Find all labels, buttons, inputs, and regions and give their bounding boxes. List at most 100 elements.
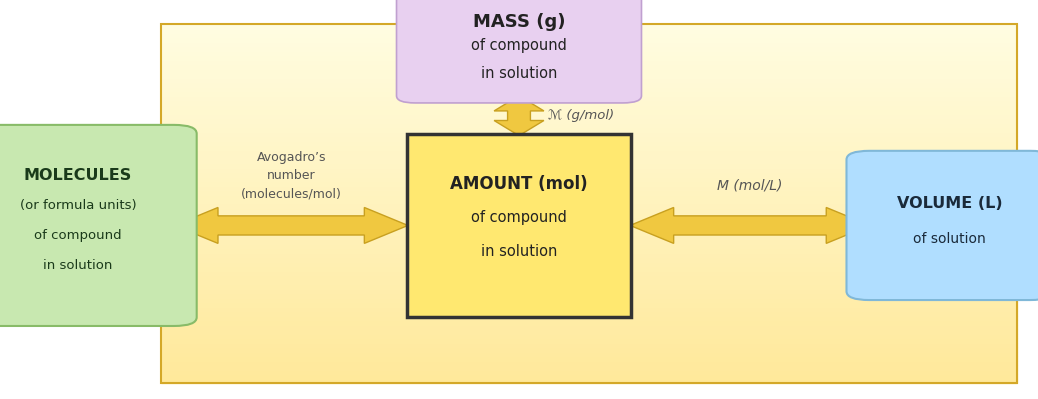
Bar: [161, 284, 1017, 289]
Bar: [161, 199, 1017, 203]
Bar: [161, 329, 1017, 334]
Bar: [161, 334, 1017, 338]
Bar: [161, 298, 1017, 302]
Bar: [161, 163, 1017, 168]
Bar: [161, 145, 1017, 150]
Bar: [161, 293, 1017, 298]
Bar: [161, 109, 1017, 114]
Bar: [161, 208, 1017, 212]
Bar: [161, 33, 1017, 38]
Bar: [161, 55, 1017, 60]
Bar: [161, 100, 1017, 105]
Bar: [161, 78, 1017, 82]
Bar: [161, 190, 1017, 194]
Bar: [161, 217, 1017, 221]
Text: of compound: of compound: [471, 210, 567, 225]
Bar: [161, 105, 1017, 109]
Bar: [407, 134, 631, 317]
Bar: [161, 320, 1017, 325]
Bar: [161, 352, 1017, 356]
FancyBboxPatch shape: [847, 151, 1038, 300]
Bar: [161, 118, 1017, 123]
Bar: [161, 136, 1017, 141]
Bar: [161, 338, 1017, 343]
Bar: [161, 60, 1017, 64]
Bar: [161, 248, 1017, 253]
Bar: [161, 91, 1017, 96]
Bar: [161, 271, 1017, 275]
Bar: [161, 195, 1017, 199]
Text: in solution: in solution: [44, 259, 112, 272]
Bar: [161, 257, 1017, 262]
Bar: [161, 150, 1017, 154]
Polygon shape: [174, 207, 408, 243]
Text: VOLUME (L): VOLUME (L): [897, 196, 1003, 211]
Bar: [161, 158, 1017, 163]
Text: M (mol/L): M (mol/L): [717, 178, 783, 193]
Bar: [161, 316, 1017, 320]
Bar: [161, 262, 1017, 267]
Text: of solution: of solution: [913, 232, 986, 247]
Bar: [161, 244, 1017, 248]
Bar: [161, 24, 1017, 28]
Bar: [161, 38, 1017, 42]
Bar: [161, 280, 1017, 284]
Text: ℳ (g/mol): ℳ (g/mol): [548, 109, 614, 122]
Bar: [161, 361, 1017, 365]
Bar: [161, 379, 1017, 383]
Bar: [161, 347, 1017, 352]
Bar: [161, 307, 1017, 311]
Bar: [161, 253, 1017, 257]
Bar: [161, 186, 1017, 190]
Bar: [161, 231, 1017, 235]
FancyBboxPatch shape: [0, 125, 196, 326]
Polygon shape: [630, 207, 870, 243]
Bar: [161, 127, 1017, 132]
Bar: [161, 343, 1017, 347]
Bar: [161, 73, 1017, 78]
Bar: [161, 235, 1017, 239]
Text: AMOUNT (mol): AMOUNT (mol): [450, 174, 588, 193]
Bar: [161, 168, 1017, 172]
Text: in solution: in solution: [481, 66, 557, 81]
Text: of compound: of compound: [34, 229, 121, 242]
Text: MOLECULES: MOLECULES: [24, 168, 132, 183]
Bar: [161, 203, 1017, 208]
Text: in solution: in solution: [481, 244, 557, 259]
Bar: [161, 369, 1017, 374]
FancyBboxPatch shape: [397, 0, 641, 103]
Bar: [161, 176, 1017, 181]
Text: MASS (g): MASS (g): [472, 13, 566, 31]
Bar: [161, 96, 1017, 100]
Bar: [161, 275, 1017, 280]
Bar: [161, 141, 1017, 145]
Bar: [161, 325, 1017, 329]
Bar: [161, 64, 1017, 69]
Bar: [161, 51, 1017, 55]
Bar: [161, 172, 1017, 176]
Bar: [161, 302, 1017, 307]
Bar: [161, 226, 1017, 231]
Bar: [161, 132, 1017, 136]
Bar: [161, 311, 1017, 316]
Bar: [161, 213, 1017, 217]
Text: (or formula units): (or formula units): [20, 199, 136, 212]
Bar: [161, 181, 1017, 186]
Bar: [161, 239, 1017, 244]
Text: of compound: of compound: [471, 38, 567, 53]
Bar: [161, 28, 1017, 33]
Bar: [161, 221, 1017, 226]
Bar: [161, 267, 1017, 271]
Bar: [161, 374, 1017, 379]
Bar: [161, 46, 1017, 51]
Bar: [161, 289, 1017, 293]
Bar: [161, 365, 1017, 369]
Bar: [161, 154, 1017, 158]
Text: Avogadro’s
number
(molecules/mol): Avogadro’s number (molecules/mol): [241, 151, 342, 200]
Polygon shape: [494, 96, 544, 136]
Bar: [161, 82, 1017, 87]
Bar: [161, 42, 1017, 46]
Bar: [161, 356, 1017, 361]
Bar: [161, 114, 1017, 118]
Bar: [161, 87, 1017, 91]
